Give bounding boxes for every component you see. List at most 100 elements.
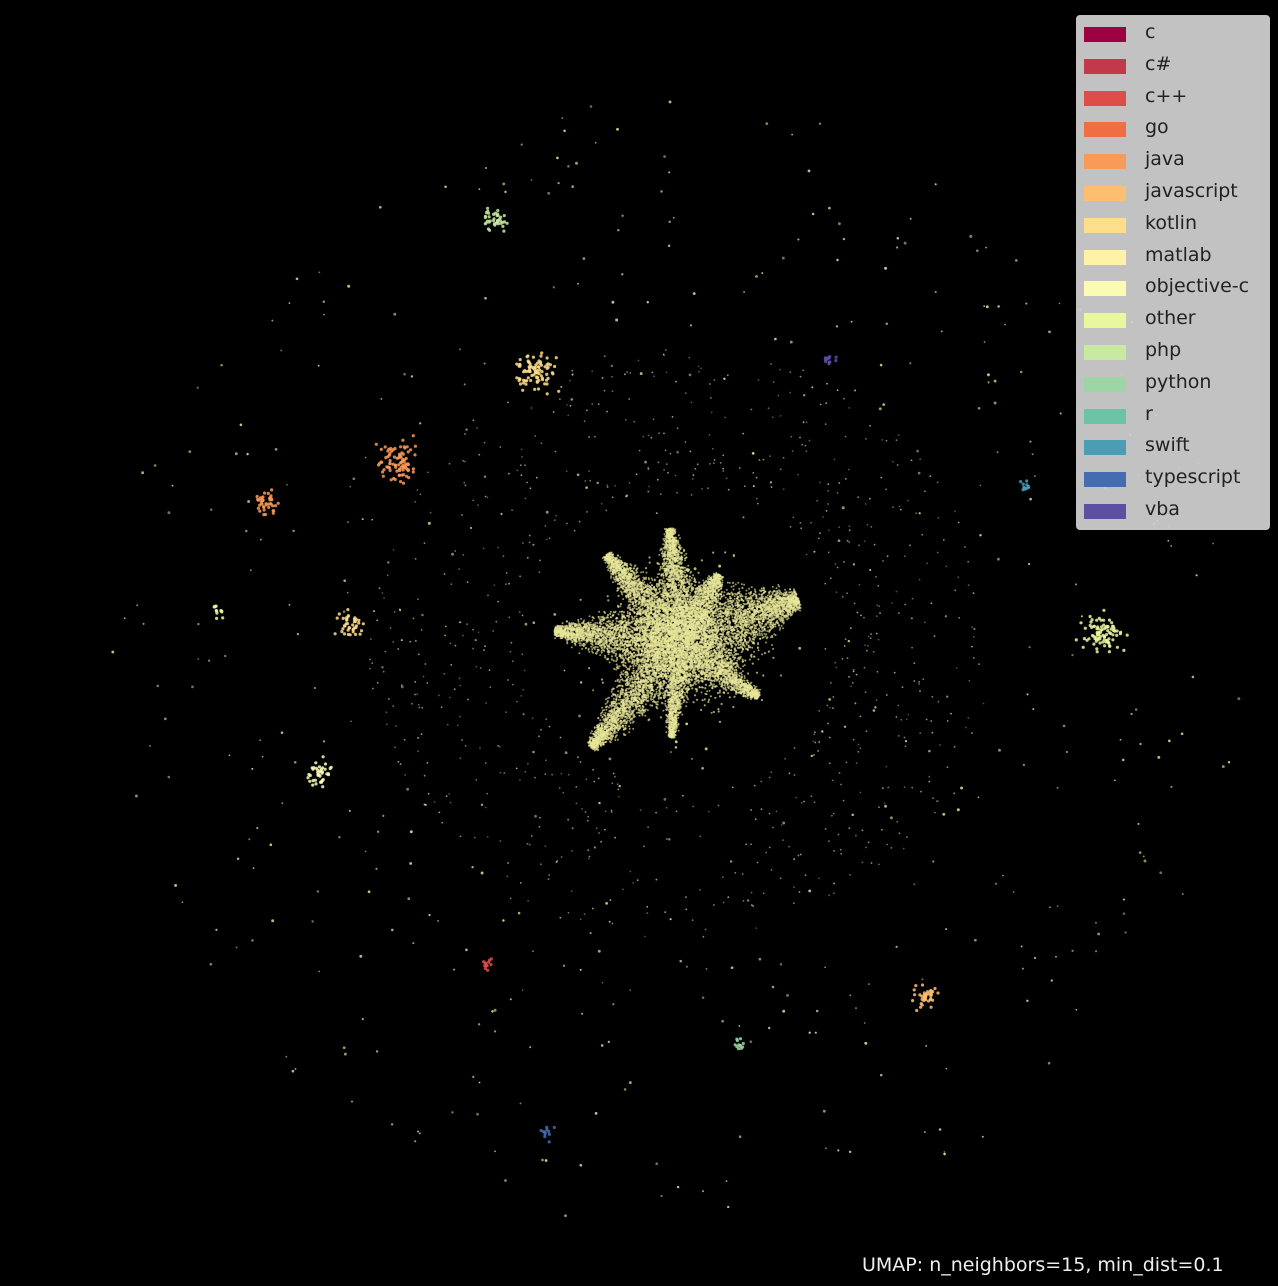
scatter-point bbox=[403, 738, 406, 741]
scatter-point bbox=[598, 801, 601, 805]
cluster-point bbox=[676, 542, 679, 545]
scatter-point bbox=[758, 459, 761, 461]
scatter-point bbox=[671, 416, 674, 418]
scatter-point bbox=[1130, 712, 1133, 716]
scatter-point bbox=[463, 481, 466, 484]
scatter-point bbox=[1143, 859, 1147, 863]
scatter-point bbox=[472, 419, 475, 422]
scatter-point bbox=[911, 597, 914, 600]
scatter-point bbox=[945, 695, 949, 698]
scatter-point bbox=[347, 521, 349, 523]
cluster-point bbox=[722, 594, 726, 597]
scatter-point bbox=[709, 463, 711, 465]
scatter-point bbox=[819, 403, 822, 406]
scatter-point bbox=[483, 649, 485, 651]
scatter-point bbox=[553, 519, 556, 521]
scatter-point bbox=[477, 631, 480, 634]
cluster-point bbox=[717, 708, 720, 711]
scatter-point bbox=[752, 472, 755, 474]
scatter-point bbox=[414, 500, 417, 503]
cluster-point bbox=[678, 583, 681, 586]
scatter-point bbox=[369, 638, 372, 640]
scatter-point bbox=[579, 761, 582, 763]
scatter-point bbox=[429, 511, 432, 514]
scatter-point bbox=[498, 745, 501, 748]
scatter-point bbox=[852, 668, 855, 671]
scatter-point bbox=[540, 442, 543, 445]
scatter-point bbox=[876, 670, 879, 673]
cluster-point bbox=[632, 669, 635, 672]
cluster-point bbox=[688, 603, 691, 606]
scatter-point bbox=[556, 860, 558, 862]
scatter-point bbox=[866, 524, 869, 526]
scatter-point bbox=[665, 371, 668, 374]
scatter-point bbox=[215, 928, 218, 931]
scatter-point bbox=[1181, 893, 1184, 895]
scatter-point bbox=[1097, 932, 1100, 936]
scatter-point bbox=[789, 526, 792, 528]
scatter-point bbox=[585, 778, 588, 781]
scatter-point bbox=[1075, 1008, 1078, 1011]
scatter-point bbox=[743, 485, 746, 488]
scatter-point bbox=[814, 741, 817, 744]
scatter-point bbox=[544, 773, 547, 775]
scatter-point bbox=[771, 416, 774, 419]
scatter-point bbox=[675, 380, 677, 383]
cluster-point bbox=[622, 611, 626, 614]
scatter-point bbox=[810, 754, 813, 758]
cluster-point bbox=[666, 551, 669, 554]
scatter-point bbox=[911, 617, 913, 620]
scatter-point bbox=[808, 439, 811, 442]
scatter-point bbox=[727, 1205, 730, 1209]
scatter-point bbox=[848, 676, 850, 678]
scatter-point bbox=[398, 608, 401, 610]
scatter-point bbox=[526, 842, 529, 845]
scatter-point bbox=[560, 385, 563, 388]
scatter-point bbox=[898, 505, 901, 508]
scatter-point bbox=[648, 485, 650, 488]
scatter-point bbox=[848, 541, 851, 543]
scatter-point bbox=[936, 481, 939, 484]
scatter-point bbox=[950, 712, 952, 715]
scatter-point bbox=[449, 642, 452, 645]
scatter-point bbox=[597, 777, 600, 780]
scatter-point bbox=[621, 214, 624, 217]
scatter-point bbox=[863, 616, 865, 619]
scatter-point bbox=[724, 551, 727, 554]
cluster-point bbox=[626, 606, 630, 610]
scatter-point bbox=[540, 863, 542, 866]
scatter-point bbox=[918, 512, 921, 515]
scatter-point bbox=[492, 630, 495, 632]
scatter-point bbox=[817, 537, 820, 540]
scatter-point bbox=[884, 266, 888, 270]
scatter-point bbox=[497, 546, 499, 549]
scatter-point bbox=[836, 492, 839, 494]
cluster-point bbox=[670, 574, 673, 576]
scatter-point bbox=[865, 730, 868, 733]
cluster-point bbox=[613, 649, 616, 652]
cluster-point bbox=[669, 534, 672, 537]
scatter-point bbox=[236, 857, 240, 861]
scatter-point bbox=[497, 600, 499, 603]
scatter-point bbox=[1050, 979, 1053, 982]
scatter-point bbox=[367, 890, 371, 894]
cluster-point bbox=[672, 581, 675, 584]
cluster-point bbox=[668, 567, 671, 570]
cluster-point bbox=[671, 547, 674, 550]
cluster-point bbox=[681, 558, 684, 561]
cluster-point bbox=[680, 585, 682, 588]
scatter-point bbox=[723, 377, 726, 381]
scatter-point bbox=[676, 450, 679, 454]
scatter-point bbox=[504, 190, 507, 194]
scatter-point bbox=[1065, 750, 1068, 754]
cluster-point bbox=[674, 640, 678, 643]
scatter-point bbox=[443, 672, 446, 675]
scatter-point bbox=[532, 543, 535, 546]
scatter-point bbox=[672, 216, 675, 219]
cluster-point bbox=[610, 658, 613, 661]
scatter-point bbox=[382, 814, 385, 818]
scatter-point bbox=[1221, 765, 1225, 768]
scatter-point bbox=[453, 688, 456, 690]
scatter-point bbox=[499, 840, 502, 842]
scatter-point bbox=[760, 780, 763, 783]
